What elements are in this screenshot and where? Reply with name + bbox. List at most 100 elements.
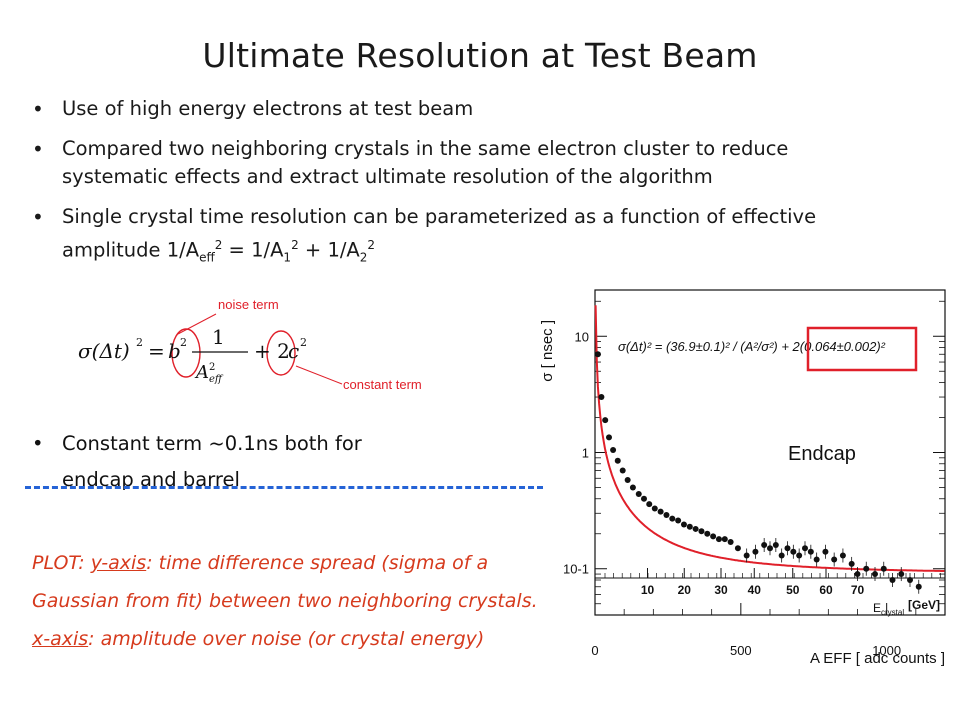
svg-text:=: = bbox=[148, 339, 165, 363]
bullet-line: Constant term ~0.1ns both for bbox=[32, 430, 532, 458]
superscript: 2 bbox=[291, 238, 299, 252]
energy-tick-label: 70 bbox=[851, 583, 865, 597]
data-point bbox=[680, 521, 687, 528]
energy-tick-label: 10 bbox=[641, 583, 655, 597]
x-axis-title: A EFF [ adc counts ] bbox=[810, 650, 945, 667]
x-tick-label: 1000 bbox=[872, 643, 901, 658]
data-point bbox=[848, 560, 855, 567]
data-point bbox=[734, 545, 741, 552]
endcap-label: Endcap bbox=[788, 443, 856, 465]
subscript: 1 bbox=[283, 250, 292, 265]
y-tick-label: 10-1 bbox=[563, 562, 589, 577]
data-point bbox=[610, 447, 617, 454]
data-point bbox=[854, 571, 861, 578]
data-point bbox=[698, 528, 705, 535]
data-point bbox=[651, 505, 658, 512]
data-point bbox=[602, 417, 609, 424]
svg-text:2: 2 bbox=[300, 336, 307, 349]
data-point bbox=[752, 548, 759, 555]
data-point bbox=[594, 351, 601, 358]
data-point bbox=[813, 556, 820, 563]
bullet-list: Use of high energy electrons at test bea… bbox=[32, 95, 892, 283]
superscript: 2 bbox=[214, 238, 223, 252]
data-point bbox=[880, 565, 887, 572]
svg-text:σ(Δt): σ(Δt) bbox=[78, 339, 130, 363]
data-point bbox=[915, 583, 922, 590]
data-point bbox=[743, 552, 750, 559]
bullet-item: Use of high energy electrons at test bea… bbox=[32, 95, 892, 123]
svg-text:2: 2 bbox=[209, 362, 215, 373]
energy-axis-unit: [GeV] bbox=[908, 598, 940, 612]
constant-term-highlight bbox=[806, 326, 918, 372]
data-point bbox=[715, 536, 722, 543]
y-tick-label: 1 bbox=[582, 446, 589, 461]
plot-note-text: : amplitude over noise (or crystal energ… bbox=[88, 628, 485, 650]
data-point bbox=[872, 571, 878, 578]
data-point bbox=[807, 548, 814, 555]
data-point bbox=[606, 434, 612, 441]
data-point bbox=[889, 577, 896, 584]
bullet-item: Single crystal time resolution can be pa… bbox=[32, 203, 892, 271]
bullet-constant-term: Constant term ~0.1ns both for endcap and… bbox=[32, 430, 532, 494]
bullet-text: Single crystal time resolution can be pa… bbox=[62, 205, 817, 262]
bullet-line: endcap and barrel bbox=[62, 468, 240, 491]
svg-text:eff: eff bbox=[209, 374, 224, 385]
svg-text:2: 2 bbox=[180, 336, 187, 349]
data-point bbox=[657, 508, 664, 515]
data-point bbox=[772, 542, 779, 549]
data-point bbox=[619, 467, 626, 474]
superscript: 2 bbox=[367, 238, 376, 252]
data-point bbox=[863, 565, 870, 572]
y-axis-link: y-axis bbox=[90, 552, 147, 574]
x-tick-label: 0 bbox=[591, 643, 598, 658]
energy-tick-label: 60 bbox=[819, 583, 833, 597]
dashed-separator bbox=[25, 486, 543, 489]
data-point bbox=[646, 501, 653, 508]
data-point bbox=[898, 571, 905, 578]
svg-text:1: 1 bbox=[212, 325, 225, 349]
energy-axis-sub: crystal bbox=[881, 608, 904, 617]
slide-title: Ultimate Resolution at Test Beam bbox=[202, 36, 758, 75]
data-point bbox=[721, 536, 728, 543]
x-tick-label: 500 bbox=[730, 643, 752, 658]
y-axis-title: σ [ nsec ] bbox=[539, 320, 556, 382]
noise-term-label: noise term bbox=[218, 297, 279, 312]
data-point bbox=[692, 525, 699, 532]
bullet-item: Compared two neighboring crystals in the… bbox=[32, 135, 892, 191]
energy-tick-label: 40 bbox=[748, 583, 762, 597]
data-point bbox=[614, 457, 621, 464]
data-point bbox=[822, 548, 829, 555]
data-point bbox=[727, 538, 734, 545]
data-point bbox=[704, 530, 711, 537]
svg-text:c: c bbox=[288, 339, 299, 363]
data-point bbox=[624, 476, 631, 483]
subscript: 2 bbox=[359, 250, 368, 265]
data-point bbox=[663, 511, 670, 518]
data-point bbox=[629, 484, 636, 491]
resolution-formula: σ(Δt) 2 = b 2 1 A 2 eff + 2 c 2 bbox=[78, 325, 307, 385]
data-point bbox=[669, 515, 676, 522]
data-point bbox=[784, 545, 791, 552]
data-point bbox=[598, 394, 605, 401]
data-point bbox=[831, 556, 838, 563]
energy-tick-label: 30 bbox=[714, 583, 728, 597]
bullet-text: = 1/A bbox=[222, 238, 284, 262]
data-point bbox=[767, 545, 773, 552]
data-point bbox=[675, 517, 682, 524]
data-point bbox=[802, 545, 808, 552]
resolution-chart: 10-1 1 10 0 500 1000 10 20 30 40 50 60 70 E crystal [Ge… bbox=[539, 289, 946, 667]
data-point bbox=[710, 533, 717, 540]
svg-text:b: b bbox=[168, 339, 181, 363]
svg-text:A: A bbox=[194, 362, 209, 383]
subscript: eff bbox=[199, 250, 215, 265]
x-axis-link: x-axis bbox=[32, 628, 89, 650]
plot-note-text: : time difference spread (sigma of a Gau… bbox=[32, 552, 538, 612]
data-point bbox=[796, 552, 803, 559]
energy-axis-label: E bbox=[873, 601, 881, 615]
svg-text:+ 2: + 2 bbox=[254, 339, 290, 363]
data-point bbox=[839, 552, 846, 559]
y-tick-label: 10 bbox=[575, 329, 589, 344]
data-point bbox=[641, 495, 647, 502]
energy-tick-label: 20 bbox=[678, 583, 692, 597]
bullet-text: + 1/A bbox=[298, 238, 360, 262]
